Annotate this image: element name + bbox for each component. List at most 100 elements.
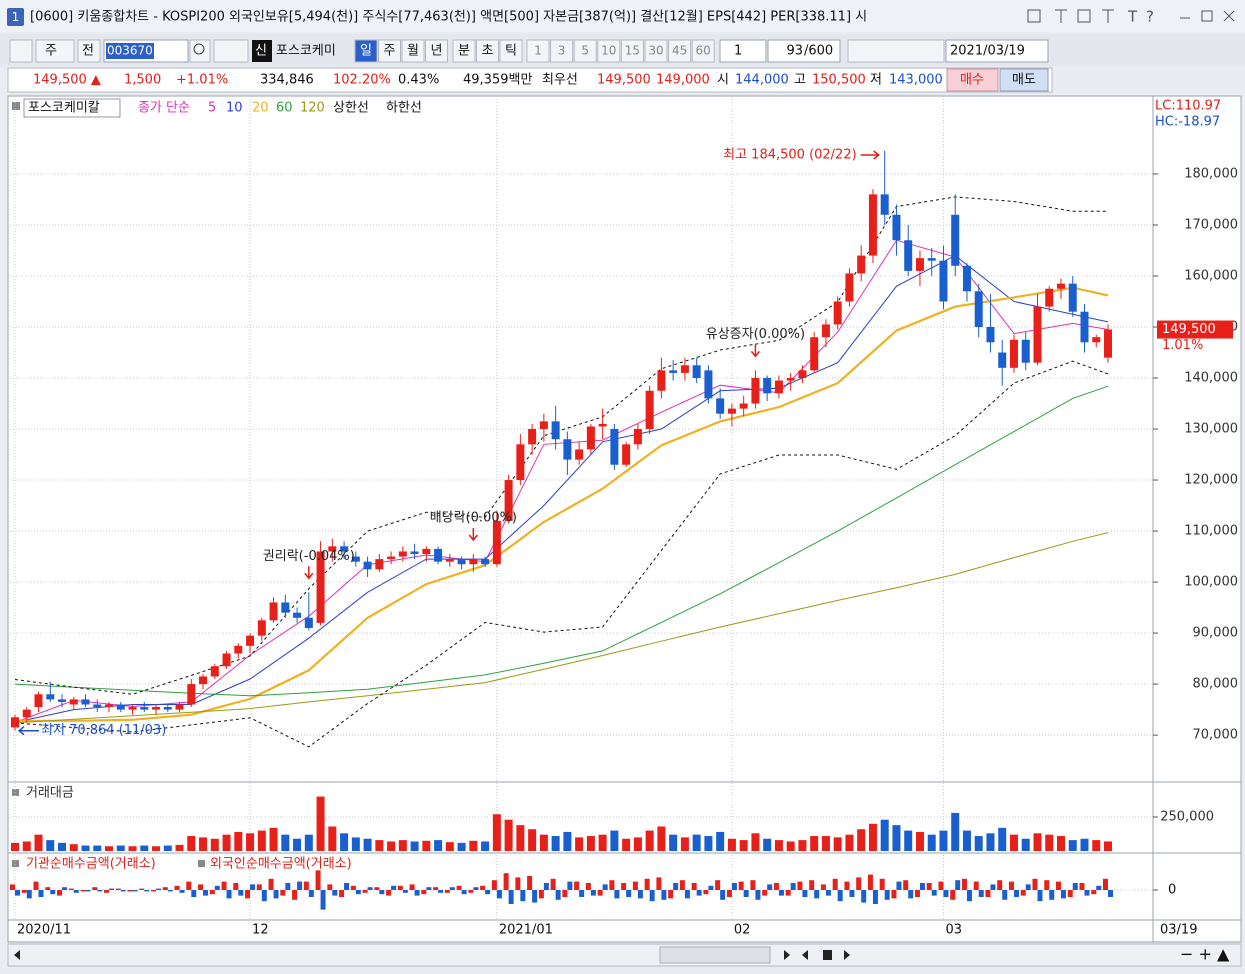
interval-button[interactable] (597, 39, 621, 63)
scope-button[interactable] (77, 39, 101, 63)
period-button[interactable] (499, 39, 523, 63)
date[interactable]: 2021/03/19 (950, 44, 1025, 59)
candle-body (69, 699, 78, 705)
interval[interactable]: 3 (558, 44, 566, 58)
period[interactable]: 일 (360, 44, 372, 59)
candle-body (304, 617, 313, 628)
net-bar (820, 884, 826, 890)
period[interactable]: 주 (384, 44, 396, 59)
interval[interactable]: 1 (534, 44, 542, 58)
interval-button[interactable] (620, 39, 644, 63)
date-box[interactable] (945, 39, 1049, 63)
buy[interactable]: 매수 (960, 73, 984, 88)
net-bar (762, 890, 768, 896)
window-controls[interactable] (1027, 9, 1235, 23)
scrollbar[interactable] (7, 943, 1242, 967)
interval-button[interactable] (668, 39, 692, 63)
interval-buttons[interactable]: 1 3 5 10 15 30 45 60 (526, 39, 715, 63)
period-button[interactable] (425, 39, 448, 63)
zoom-icons[interactable]: − + ▲ (1180, 945, 1230, 964)
chart-menu[interactable] (9, 39, 33, 63)
period-button[interactable] (401, 39, 425, 63)
sell[interactable]: 매도 (1012, 73, 1036, 88)
credit-badge (252, 40, 272, 62)
candle-body (375, 559, 384, 570)
net-bar (179, 890, 185, 893)
net-bar (374, 887, 380, 890)
volume-bar (774, 840, 783, 851)
interval[interactable]: 10 (601, 44, 616, 58)
high-note: 최고 184,500 (02/22) (723, 147, 857, 162)
search-button[interactable] (189, 39, 211, 63)
interval-button[interactable] (644, 39, 668, 63)
net-bar (955, 880, 961, 890)
t-icon[interactable]: T (1127, 8, 1138, 26)
sell-button[interactable] (999, 68, 1049, 92)
candle-body (598, 423, 607, 427)
help-icon[interactable]: ? (1146, 8, 1154, 26)
candle-body (857, 255, 866, 274)
candle-body (974, 291, 983, 327)
buy-button[interactable] (946, 68, 999, 92)
net-bar (303, 881, 309, 890)
candle-body (962, 265, 971, 292)
candle-body (692, 365, 701, 379)
legend-box (12, 102, 20, 110)
market[interactable]: 주 (45, 44, 57, 59)
candle-body (845, 273, 854, 302)
sound-button[interactable] (213, 39, 249, 63)
interval-button[interactable] (691, 39, 715, 63)
stock-code[interactable]: 003670 (107, 44, 153, 58)
net-bar (127, 890, 133, 892)
tool-icons[interactable] (847, 39, 945, 63)
interval[interactable]: 5 (581, 44, 589, 58)
scope[interactable]: 전 (82, 44, 94, 59)
period-button[interactable] (476, 39, 499, 63)
period-button[interactable] (452, 39, 476, 63)
count-box[interactable] (767, 39, 841, 63)
candle-body (387, 556, 396, 560)
candle-body (798, 370, 807, 379)
interval[interactable]: 15 (625, 44, 640, 58)
net-bar (919, 883, 925, 890)
interval[interactable]: 60 (696, 44, 711, 58)
period[interactable]: 월 (407, 44, 419, 59)
net-bar (726, 890, 732, 897)
net-bar (308, 890, 314, 897)
period[interactable]: 년 (431, 44, 443, 59)
interval[interactable]: 45 (672, 44, 687, 58)
period-button[interactable] (378, 39, 401, 63)
volume-bar (105, 846, 114, 851)
interval[interactable]: 30 (648, 44, 663, 58)
pane-box (198, 860, 205, 867)
volume-bar (210, 838, 219, 851)
candle-body (398, 551, 407, 557)
volume-bar (892, 825, 901, 851)
interval-button[interactable] (550, 39, 574, 63)
net-bar (1002, 890, 1008, 900)
volume-bar (986, 833, 995, 851)
period[interactable]: 분 (458, 44, 470, 59)
period[interactable]: 초 (482, 44, 494, 59)
volume-bar (410, 841, 419, 851)
count[interactable]: 93 (786, 44, 803, 59)
interval-button[interactable] (526, 39, 550, 63)
y-tick-label: 0 (1168, 883, 1176, 898)
volume-bar (1092, 840, 1101, 851)
candle-body (833, 301, 842, 325)
y-tick-label: 70,000 (1193, 728, 1239, 743)
scroll-controls[interactable] (14, 950, 850, 960)
multiplier[interactable]: 1 (734, 44, 742, 59)
multiplier-box[interactable] (719, 39, 767, 63)
market-select[interactable] (35, 39, 75, 63)
net-bar (515, 877, 521, 890)
period[interactable]: 틱 (505, 44, 517, 59)
interval-button[interactable] (573, 39, 597, 63)
window-title: [0600] 키움종합차트 - KOSPI200 외국인보유[5,494(천)]… (30, 10, 867, 25)
net-bar (797, 881, 803, 890)
scroll-thumb[interactable] (659, 946, 771, 964)
period-button[interactable] (354, 39, 378, 63)
volume-bar (833, 837, 842, 851)
net-bar (151, 890, 157, 892)
